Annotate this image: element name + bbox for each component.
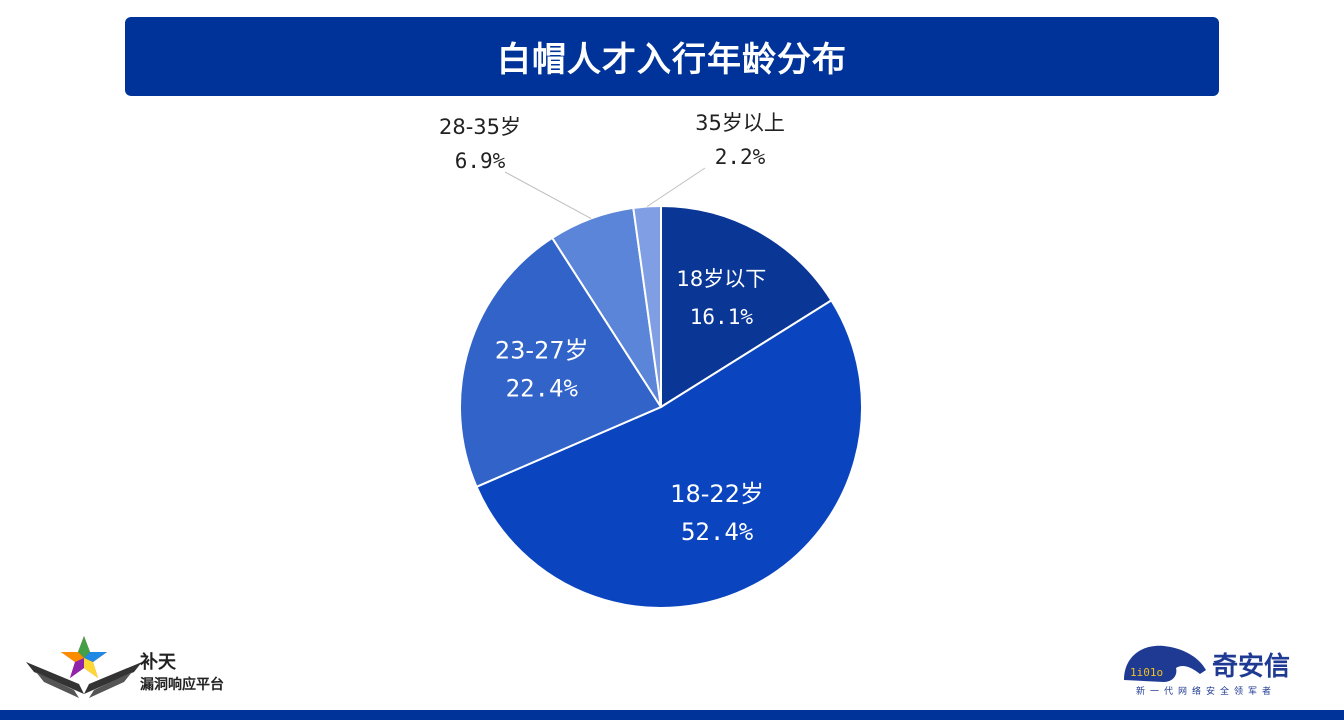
butian-name: 补天 <box>140 652 176 673</box>
slice-label-1: 18-22岁 <box>670 480 764 508</box>
slice-percent-0: 16.1% <box>690 305 754 329</box>
qax-name: 奇安信 <box>1212 652 1291 682</box>
qax-lion-icon: 1i01o <box>1124 645 1206 682</box>
title-bar: 白帽人才入行年龄分布 <box>125 17 1219 96</box>
slice-label-3: 28-35岁 <box>439 115 521 139</box>
slice-label-4: 35岁以上 <box>695 111 785 135</box>
slice-percent-4: 2.2% <box>715 145 766 169</box>
bottom-band <box>0 710 1344 720</box>
pie-slice-0 <box>660 204 833 409</box>
pie-chart: 18岁以下 16.1% 18-22岁 52.4% 23-27岁 22.4% 28-35岁 6.… <box>439 111 863 609</box>
chart-title: 白帽人才入行年龄分布 <box>497 40 847 80</box>
slice-percent-1: 52.4% <box>681 518 754 546</box>
qax-slogan: 新一代网络安全领军者 <box>1136 687 1277 697</box>
butian-subtitle: 漏洞响应平台 <box>140 677 224 693</box>
slice-percent-2: 22.4% <box>506 375 579 403</box>
svg-text:1i01o: 1i01o <box>1130 666 1163 679</box>
leader-line-3 <box>504 171 592 219</box>
leader-line-4 <box>646 167 706 207</box>
slice-percent-3: 6.9% <box>455 149 506 173</box>
pie-slice-4 <box>632 204 662 408</box>
slice-label-0: 18岁以下 <box>677 267 767 291</box>
butian-logo-icon <box>26 636 142 698</box>
pie-slice-1 <box>475 298 863 609</box>
slice-label-2: 23-27岁 <box>495 337 589 365</box>
pie-slice-2 <box>459 236 663 489</box>
